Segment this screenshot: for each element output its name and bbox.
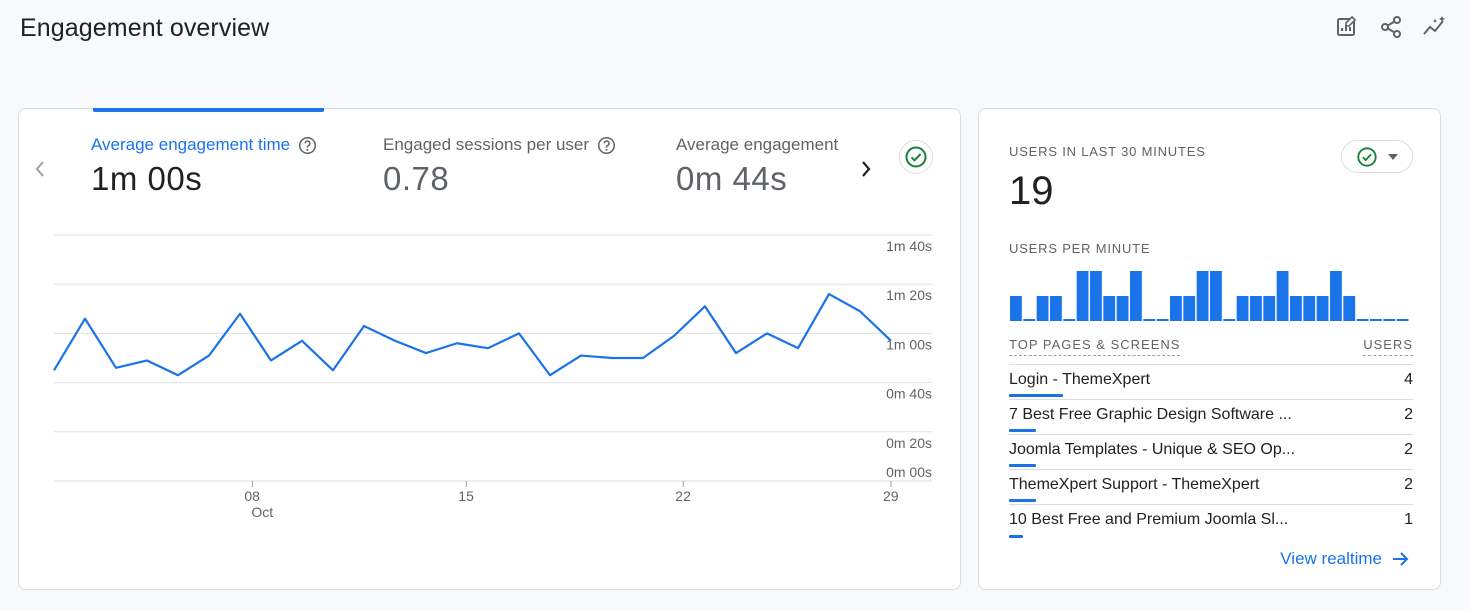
minute-bar[interactable] — [1250, 296, 1262, 321]
minute-bar[interactable] — [1263, 296, 1276, 321]
top-page-users: 2 — [1404, 476, 1413, 493]
minute-bar[interactable] — [1036, 296, 1049, 321]
metric-value: 0m 44s — [676, 160, 788, 197]
top-page-users: 2 — [1404, 406, 1413, 423]
minute-bar[interactable] — [1130, 271, 1142, 321]
users-last-30-label: USERS IN LAST 30 MINUTES — [1009, 144, 1206, 159]
minute-bar[interactable] — [1090, 271, 1102, 321]
top-pages-label[interactable]: TOP PAGES & SCREENS — [1009, 337, 1181, 356]
y-tick-label: 1m 40s — [886, 238, 932, 254]
top-page-row[interactable]: ThemeXpert Support - ThemeXpert 2 — [1009, 470, 1413, 505]
minute-bar[interactable] — [1396, 319, 1409, 321]
top-page-row[interactable]: 10 Best Free and Premium Joomla Sl... 1 — [1009, 505, 1413, 540]
top-page-row[interactable]: Joomla Templates - Unique & SEO Op... 2 — [1009, 435, 1413, 470]
x-tick-label: 08 — [244, 488, 260, 504]
check-circle-icon — [1357, 146, 1377, 167]
minute-bar[interactable] — [1343, 296, 1356, 321]
active-tab-indicator — [93, 108, 324, 112]
top-page-share-bar — [1009, 499, 1036, 502]
minute-bar[interactable] — [1170, 296, 1182, 321]
users-per-minute-chart — [1010, 271, 1409, 321]
minute-bar[interactable] — [1183, 296, 1196, 321]
metric-avg-engagement-time[interactable]: Average engagement time 1m 00s — [91, 135, 317, 198]
top-page-name: 7 Best Free Graphic Design Software ... — [1009, 406, 1292, 423]
minute-bar[interactable] — [1196, 271, 1209, 321]
metric-engaged-sessions[interactable]: Engaged sessions per user 0.78 — [383, 135, 616, 198]
y-tick-label: 1m 20s — [886, 287, 932, 303]
check-circle-icon[interactable] — [899, 140, 933, 174]
minute-bar[interactable] — [1050, 296, 1062, 321]
engagement-line-chart: 1m 40s 1m 20s 1m 00s 0m 40s 0m 20s 0m 00s 08 15… — [53, 234, 932, 520]
edit-report-icon[interactable] — [1332, 12, 1362, 42]
top-page-share-bar — [1009, 535, 1023, 538]
top-page-name: 10 Best Free and Premium Joomla Sl... — [1009, 511, 1289, 528]
y-tick-label: 0m 00s — [886, 464, 932, 480]
y-tick-label: 0m 20s — [886, 435, 932, 451]
minute-bar[interactable] — [1023, 319, 1036, 321]
y-tick-label: 1m 00s — [886, 336, 932, 352]
view-realtime-label: View realtime — [1280, 549, 1382, 568]
view-realtime-link[interactable]: View realtime — [1280, 549, 1410, 569]
share-icon[interactable] — [1376, 12, 1406, 42]
series-line — [53, 292, 892, 377]
top-page-share-bar — [1009, 464, 1036, 467]
realtime-card: USERS IN LAST 30 MINUTES 19 USERS PER MI… — [978, 108, 1441, 590]
minute-bar[interactable] — [1330, 271, 1342, 321]
x-tick-label: 15 — [458, 488, 474, 504]
minute-bar[interactable] — [1223, 319, 1236, 321]
minute-bar[interactable] — [1076, 271, 1089, 321]
minute-bar[interactable] — [1290, 296, 1302, 321]
top-page-share-bar — [1009, 429, 1036, 432]
minute-bar[interactable] — [1063, 319, 1076, 321]
comparison-toggle[interactable] — [1341, 140, 1413, 173]
minute-bar[interactable] — [1010, 296, 1022, 321]
minute-bar[interactable] — [1383, 319, 1396, 321]
top-page-share-bar — [1009, 394, 1063, 397]
top-page-row[interactable]: 7 Best Free Graphic Design Software ... 2 — [1009, 400, 1413, 435]
minute-bar[interactable] — [1103, 296, 1116, 321]
metric-avg-engagement[interactable]: Average engagement 0m 44s — [676, 135, 838, 198]
minute-bar[interactable] — [1236, 296, 1249, 321]
users-column-label[interactable]: USERS — [1363, 337, 1413, 356]
metric-value: 0.78 — [383, 160, 450, 197]
chevron-right-icon[interactable] — [857, 157, 875, 181]
minute-bar[interactable] — [1156, 319, 1169, 321]
minute-bar[interactable] — [1316, 296, 1329, 321]
top-page-users: 4 — [1404, 371, 1413, 388]
metric-label: Engaged sessions per user — [383, 135, 590, 154]
minute-bar[interactable] — [1116, 296, 1129, 321]
help-icon[interactable] — [298, 136, 317, 155]
help-icon[interactable] — [597, 136, 616, 155]
engagement-card: Average engagement time 1m 00s Engaged s… — [18, 108, 961, 590]
page-title: Engagement overview — [20, 14, 270, 42]
users-per-minute-label: USERS PER MINUTE — [1009, 241, 1151, 256]
top-page-name: Joomla Templates - Unique & SEO Op... — [1009, 441, 1296, 458]
dropdown-arrow-icon — [1388, 153, 1398, 160]
metric-label: Average engagement — [676, 135, 839, 154]
metric-label: Average engagement time — [91, 135, 291, 154]
x-month-label: Oct — [251, 504, 273, 520]
minute-bar[interactable] — [1143, 319, 1156, 321]
minute-bar[interactable] — [1356, 319, 1369, 321]
metric-value: 1m 00s — [91, 160, 203, 197]
top-page-row[interactable]: Login - ThemeXpert 4 — [1009, 365, 1413, 400]
chevron-left-icon[interactable] — [31, 157, 49, 181]
x-tick-label: 22 — [675, 488, 691, 504]
top-page-name: ThemeXpert Support - ThemeXpert — [1009, 476, 1260, 493]
top-page-users: 2 — [1404, 441, 1413, 458]
minute-bar[interactable] — [1276, 271, 1289, 321]
users-count: 19 — [1009, 169, 1054, 213]
top-pages-header: TOP PAGES & SCREENS USERS — [1009, 335, 1413, 365]
minute-bar[interactable] — [1370, 319, 1382, 321]
top-page-name: Login - ThemeXpert — [1009, 371, 1151, 388]
y-tick-label: 0m 40s — [886, 386, 932, 402]
minute-bar[interactable] — [1210, 271, 1222, 321]
arrow-right-icon — [1393, 552, 1409, 566]
top-page-users: 1 — [1404, 511, 1413, 528]
minute-bar[interactable] — [1303, 296, 1316, 321]
insights-icon[interactable] — [1420, 12, 1450, 42]
header-actions — [1332, 12, 1450, 42]
x-tick-label: 29 — [883, 488, 899, 504]
